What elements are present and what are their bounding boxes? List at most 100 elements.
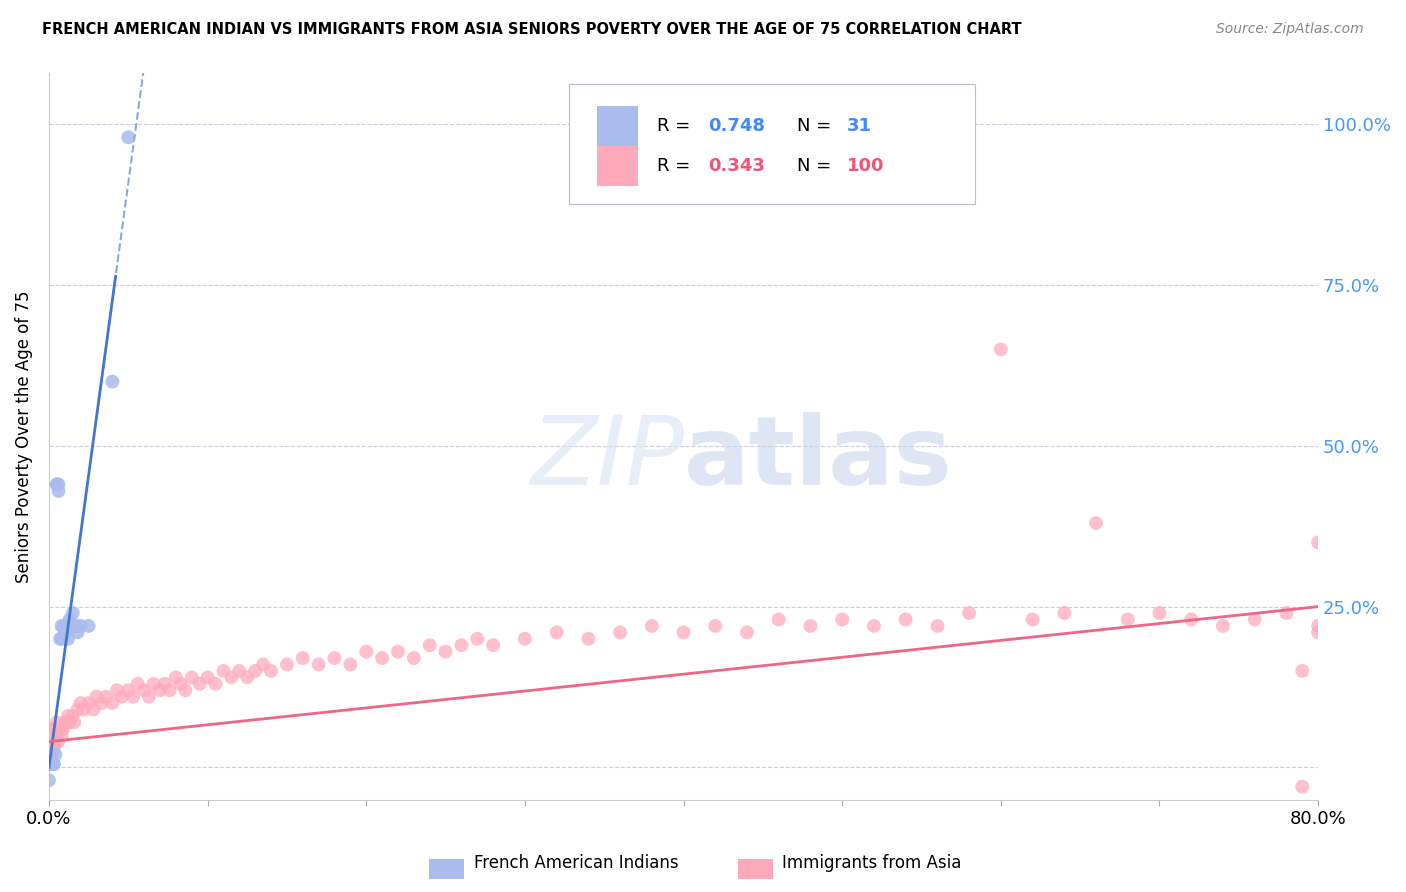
- Text: Immigrants from Asia: Immigrants from Asia: [782, 855, 962, 872]
- Point: [63, 619, 86, 633]
- Text: 0.343: 0.343: [707, 157, 765, 175]
- Point: [82, 702, 104, 716]
- Point: [799, 619, 821, 633]
- Point: [56, 632, 79, 646]
- Point: [117, 683, 139, 698]
- Point: [228, 664, 250, 678]
- Point: [48, 483, 70, 498]
- Point: [77, 619, 100, 633]
- Point: [153, 677, 176, 691]
- Point: [62, 709, 84, 723]
- Point: [513, 632, 536, 646]
- Point: [1308, 535, 1330, 549]
- Point: [1053, 606, 1076, 620]
- Point: [53, 715, 76, 730]
- Point: [894, 613, 917, 627]
- Point: [204, 677, 226, 691]
- Point: [672, 625, 695, 640]
- Point: [39, 754, 62, 768]
- Point: [41, 728, 63, 742]
- Point: [1291, 780, 1313, 794]
- Text: 0.748: 0.748: [707, 117, 765, 135]
- Point: [308, 657, 330, 672]
- Point: [101, 696, 124, 710]
- Text: R =: R =: [657, 117, 696, 135]
- Point: [49, 722, 72, 736]
- Text: atlas: atlas: [683, 411, 952, 505]
- Point: [1085, 516, 1108, 530]
- Point: [65, 619, 87, 633]
- Point: [371, 651, 394, 665]
- Point: [48, 734, 70, 748]
- Point: [641, 619, 664, 633]
- Point: [41, 757, 63, 772]
- Point: [1308, 619, 1330, 633]
- Point: [482, 638, 505, 652]
- Point: [39, 747, 62, 762]
- Point: [117, 130, 139, 145]
- Point: [55, 619, 77, 633]
- Point: [63, 715, 86, 730]
- Point: [165, 670, 187, 684]
- Point: [41, 741, 63, 756]
- Text: N =: N =: [797, 157, 837, 175]
- Point: [149, 683, 172, 698]
- Point: [94, 690, 117, 704]
- FancyBboxPatch shape: [598, 105, 638, 145]
- Point: [1149, 606, 1171, 620]
- Point: [69, 619, 91, 633]
- Point: [127, 677, 149, 691]
- Point: [38, 734, 60, 748]
- Point: [55, 715, 77, 730]
- Point: [56, 619, 79, 633]
- Point: [704, 619, 727, 633]
- Point: [66, 702, 89, 716]
- Point: [73, 702, 96, 716]
- Point: [44, 747, 66, 762]
- Point: [1243, 613, 1265, 627]
- Point: [51, 728, 73, 742]
- Point: [450, 638, 472, 652]
- Point: [1275, 606, 1298, 620]
- Point: [465, 632, 488, 646]
- Point: [45, 477, 67, 491]
- Point: [276, 657, 298, 672]
- Point: [138, 690, 160, 704]
- Point: [260, 664, 283, 678]
- Point: [291, 651, 314, 665]
- Point: [48, 477, 70, 491]
- Y-axis label: Seniors Poverty Over the Age of 75: Seniors Poverty Over the Age of 75: [15, 290, 32, 582]
- Point: [69, 696, 91, 710]
- Point: [609, 625, 631, 640]
- Point: [49, 632, 72, 646]
- Point: [62, 606, 84, 620]
- Point: [45, 728, 67, 742]
- Point: [77, 696, 100, 710]
- Point: [66, 625, 89, 640]
- Point: [86, 690, 108, 704]
- Point: [159, 683, 181, 698]
- Point: [111, 690, 134, 704]
- Point: [1212, 619, 1234, 633]
- Point: [39, 734, 62, 748]
- Point: [221, 670, 243, 684]
- Point: [58, 613, 80, 627]
- Point: [180, 670, 202, 684]
- Point: [1308, 625, 1330, 640]
- Point: [252, 657, 274, 672]
- Point: [236, 670, 259, 684]
- Point: [53, 625, 76, 640]
- Point: [245, 664, 267, 678]
- Point: [60, 619, 83, 633]
- Point: [52, 619, 75, 633]
- Point: [142, 677, 165, 691]
- Point: [768, 613, 790, 627]
- Point: [38, 722, 60, 736]
- Text: R =: R =: [657, 157, 696, 175]
- Point: [56, 709, 79, 723]
- Point: [38, 773, 60, 788]
- Point: [134, 683, 156, 698]
- Point: [51, 632, 73, 646]
- Point: [735, 625, 758, 640]
- Point: [188, 677, 211, 691]
